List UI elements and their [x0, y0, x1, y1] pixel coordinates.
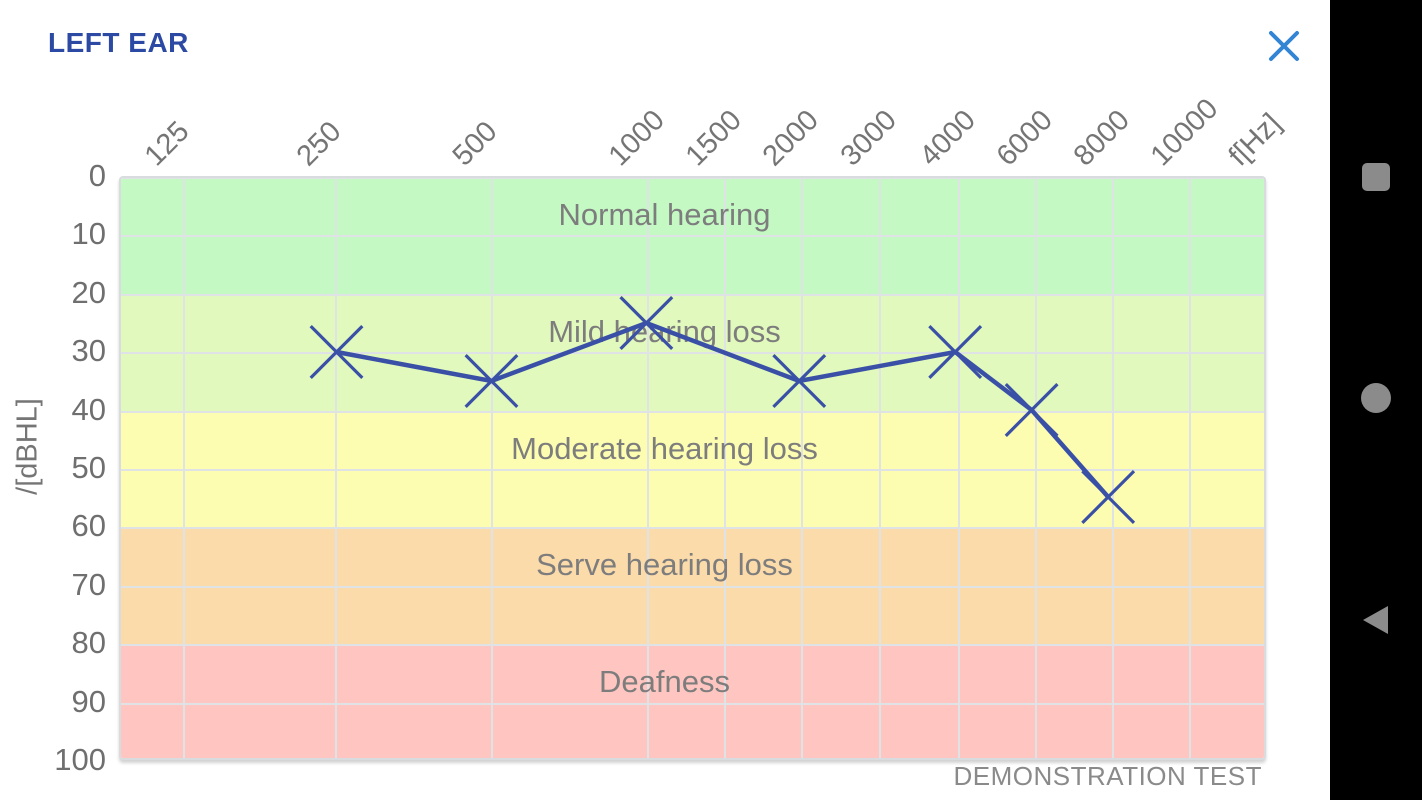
y-tick-label: 20 [71, 274, 106, 310]
audiogram-app-window: LEFT EAR /[dBHL] 0 10 20 30 40 50 60 70 80 90 100 … [11, 0, 1304, 791]
x-tick-label: 6000 [990, 104, 1059, 173]
vertical-gridline [800, 178, 803, 758]
vertical-gridline [957, 178, 960, 758]
back-triangle-icon[interactable] [1363, 606, 1388, 634]
threshold-series [309, 296, 1136, 524]
x-tick-label: f[Hz] [1222, 107, 1288, 173]
x-tick-label: 1500 [679, 104, 748, 173]
vertical-gridline [1189, 178, 1191, 758]
vertical-gridline [878, 178, 881, 758]
horizontal-gridline [121, 410, 1264, 413]
x-tick-label: 2000 [756, 104, 825, 173]
vertical-gridline [182, 178, 185, 758]
x-marker [772, 354, 827, 408]
demonstration-watermark: DEMONSTRATION TEST [953, 761, 1262, 791]
close-icon [1269, 31, 1299, 61]
horizontal-gridline [121, 527, 1264, 530]
threshold-line [336, 320, 1110, 499]
x-marker [619, 296, 674, 350]
x-marker [928, 325, 983, 379]
x-tick-label: 1000 [602, 104, 671, 173]
y-tick-label: 40 [71, 391, 106, 427]
y-tick-label: 30 [71, 333, 106, 369]
band-label: Moderate hearing loss [511, 430, 818, 466]
horizontal-gridline [121, 235, 1264, 238]
x-axis-tick-labels: 125 250 500 1000 1500 2000 3000 4000 6000 8000 100… [119, 0, 1288, 176]
horizontal-gridline [121, 585, 1264, 588]
x-marker [309, 325, 364, 379]
horizontal-gridline [121, 644, 1264, 647]
x-marker [1081, 470, 1136, 524]
y-tick-label: 0 [88, 158, 106, 193]
horizontal-gridline [121, 293, 1264, 296]
horizontal-gridline [121, 178, 1264, 179]
vertical-gridline [647, 178, 650, 758]
y-tick-label: 80 [71, 625, 106, 661]
x-tick-label: 8000 [1067, 104, 1136, 173]
y-tick-label: 70 [71, 566, 106, 602]
y-tick-label: 10 [71, 216, 106, 252]
x-tick-label: 250 [290, 115, 348, 173]
y-tick-label: 50 [71, 450, 106, 485]
vertical-gridline [1112, 178, 1115, 758]
y-tick-label: 90 [71, 683, 106, 719]
band-label: Deafness [599, 664, 730, 700]
close-button[interactable] [1264, 26, 1304, 66]
band-label: Normal hearing [558, 197, 771, 232]
x-tick-label: 10000 [1144, 92, 1225, 173]
x-tick-label: 500 [446, 115, 504, 173]
x-tick-label: 125 [138, 115, 196, 173]
recents-square-icon[interactable] [1362, 163, 1390, 191]
band-label: Serve hearing loss [536, 547, 793, 583]
horizontal-gridline [121, 469, 1264, 471]
y-tick-label: 100 [54, 742, 106, 777]
android-navigation-bar [1330, 0, 1422, 800]
x-marker [1004, 383, 1059, 437]
vertical-gridline [491, 178, 494, 758]
horizontal-gridline [121, 702, 1264, 705]
horizontal-gridline [121, 352, 1264, 355]
y-tick-label: 60 [71, 508, 106, 544]
vertical-gridline [724, 178, 726, 758]
vertical-gridline [335, 178, 338, 758]
home-circle-icon[interactable] [1361, 383, 1391, 413]
audiogram-plot-area: Normal hearing Mild hearing loss Moderate … [119, 176, 1266, 760]
x-marker [464, 354, 519, 408]
page-title: LEFT EAR [48, 27, 189, 58]
x-tick-label: 4000 [913, 104, 982, 173]
hearing-band [121, 645, 1264, 758]
x-tick-label: 3000 [834, 104, 903, 173]
vertical-gridline [1034, 178, 1037, 758]
